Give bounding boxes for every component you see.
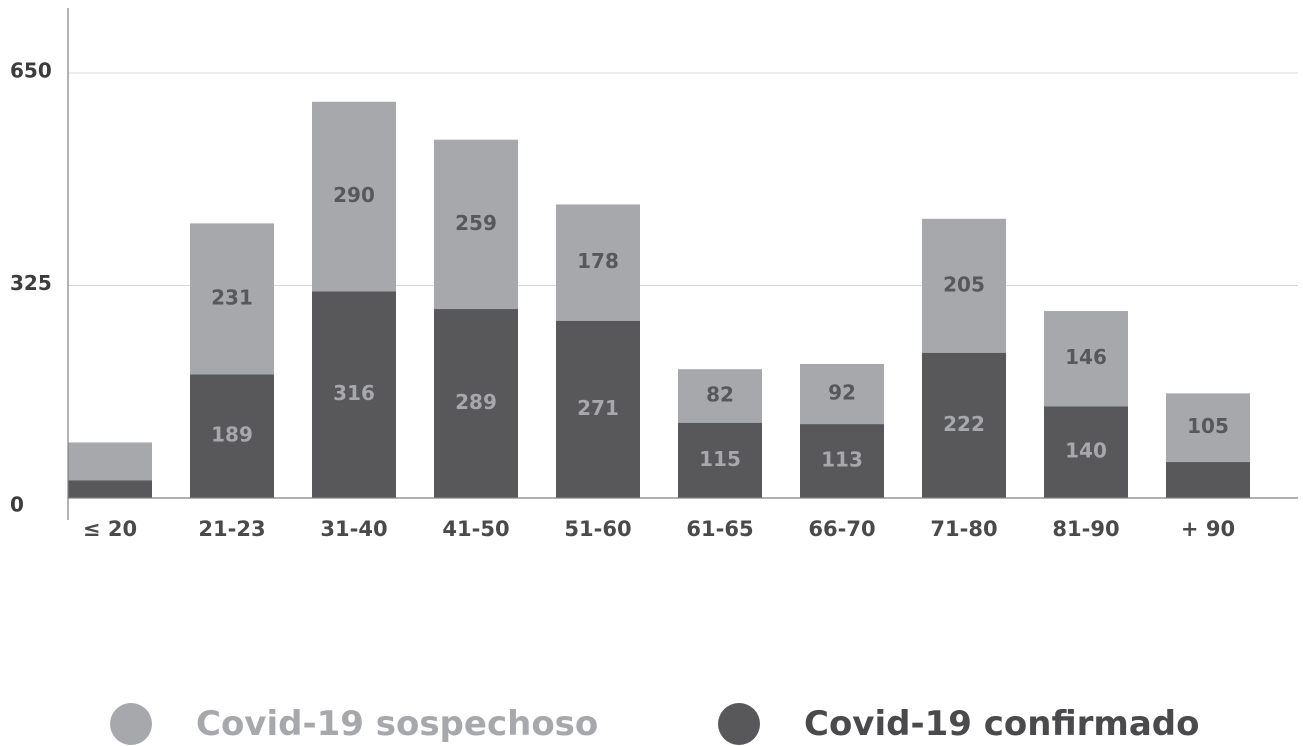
legend-suspected: Covid-19 sospechoso	[110, 702, 598, 746]
bar-suspected	[922, 218, 1006, 353]
x-tick-label: 41-50	[442, 517, 509, 541]
x-tick-label: 71-80	[930, 517, 997, 541]
bar-suspected	[800, 363, 884, 425]
data-label-suspected: 205	[943, 272, 985, 296]
legend-suspected-label: Covid-19 sospechoso	[196, 704, 599, 744]
legend-confirmed-label: Covid-19 confirmado	[804, 704, 1200, 744]
y-tick-label: 0	[10, 493, 24, 517]
data-label-suspected: 290	[333, 183, 375, 207]
bar-confirmed	[68, 480, 152, 498]
x-tick-label: 61-65	[686, 517, 753, 541]
bar-suspected	[68, 442, 152, 481]
x-tick-label: 81-90	[1052, 517, 1119, 541]
data-label-confirmed: 316	[333, 381, 375, 405]
data-label-suspected: 82	[706, 383, 734, 407]
data-label-confirmed: 140	[1065, 439, 1107, 463]
bar-suspected	[1166, 393, 1250, 463]
bar-suspected	[678, 369, 762, 423]
bar-confirmed	[312, 291, 396, 498]
data-label-suspected: 146	[1065, 345, 1107, 369]
legend-confirmed: Covid-19 confirmado	[718, 702, 1199, 746]
y-tick-label: 325	[10, 271, 52, 295]
data-label-suspected: 259	[455, 211, 497, 235]
data-label-confirmed: 271	[577, 396, 619, 420]
bar-confirmed	[190, 374, 274, 498]
x-tick-label: 66-70	[808, 517, 875, 541]
legend-confirmed-marker	[718, 703, 760, 745]
data-label-confirmed: 222	[943, 412, 985, 436]
x-tick-label: 51-60	[564, 517, 631, 541]
stacked-bar-chart: 0 325 650 ≤ 20 231 189 21-23 290 316 31-40 259 289 4…	[10, 8, 1298, 541]
x-tick-label: 31-40	[320, 517, 387, 541]
bar-confirmed	[556, 320, 640, 498]
bar-suspected	[312, 101, 396, 292]
data-label-suspected: 92	[828, 381, 856, 405]
bar-suspected	[190, 223, 274, 375]
bar-confirmed	[434, 309, 518, 498]
data-label-suspected: 105	[1187, 414, 1229, 438]
bar-suspected	[434, 139, 518, 310]
x-tick-label: ≤ 20	[83, 517, 137, 541]
bar-confirmed	[922, 352, 1006, 498]
data-label-suspected: 231	[211, 285, 253, 309]
bar-confirmed	[800, 424, 884, 498]
legend-suspected-marker	[110, 703, 152, 745]
bar-confirmed	[1044, 406, 1128, 498]
data-label-confirmed: 115	[699, 447, 741, 471]
x-tick-label: 21-23	[198, 517, 265, 541]
data-label-confirmed: 113	[821, 448, 863, 472]
data-label-confirmed: 289	[455, 390, 497, 414]
bar-suspected	[556, 204, 640, 321]
bar-confirmed	[678, 422, 762, 498]
y-tick-label: 650	[10, 59, 52, 83]
bar-confirmed	[1166, 462, 1250, 498]
bar-suspected	[1044, 311, 1128, 407]
data-label-suspected: 178	[577, 249, 619, 273]
data-label-confirmed: 189	[211, 423, 253, 447]
x-tick-label: + 90	[1181, 517, 1235, 541]
